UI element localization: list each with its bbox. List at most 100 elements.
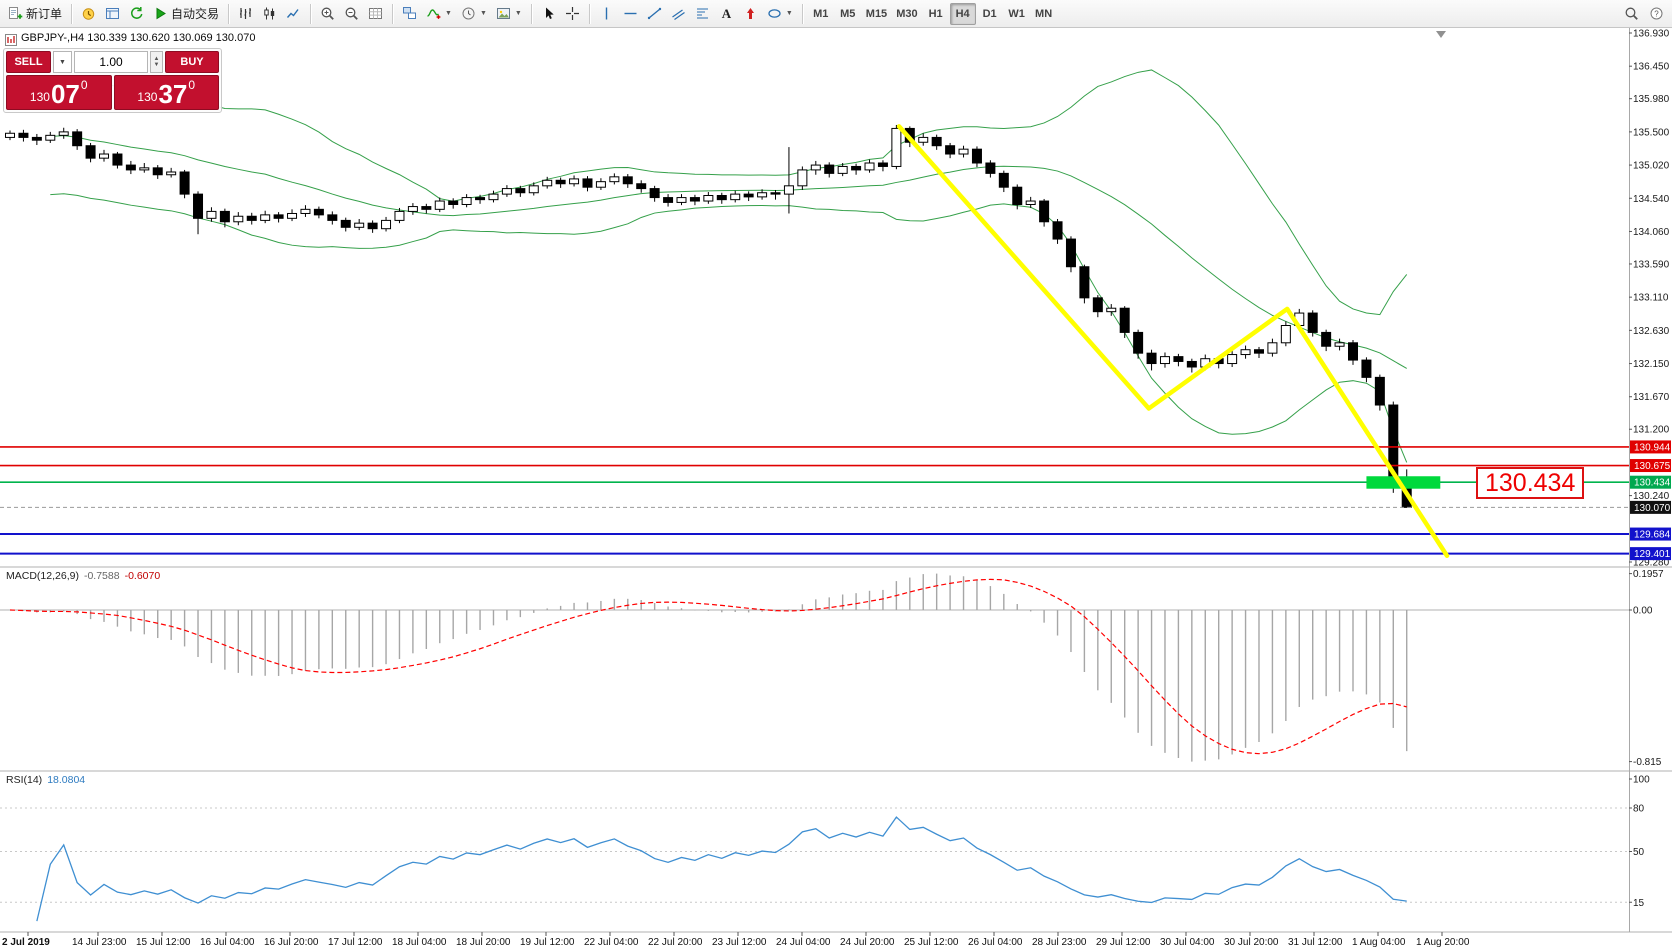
line-chart-button[interactable]	[282, 3, 305, 25]
candlestick-chart-button[interactable]	[258, 3, 281, 25]
bar-chart-button[interactable]	[234, 3, 257, 25]
price-scale[interactable]: 136.930 136.450 135.980 135.500 135.020 134.5…	[1629, 29, 1671, 569]
trend-line[interactable]	[896, 124, 1450, 559]
cursor-button[interactable]	[537, 3, 560, 25]
candle	[1012, 184, 1023, 210]
timeframe-d1-button[interactable]: D1	[977, 3, 1003, 25]
shapes-button[interactable]: ▼	[763, 3, 797, 25]
time-tick-label: 25 Jul 12:00	[904, 937, 959, 948]
timeframe-m15-button[interactable]: M15	[862, 3, 891, 25]
refresh-button[interactable]	[125, 3, 148, 25]
time-tick-label: 19 Jul 12:00	[520, 937, 575, 948]
buy-button[interactable]: BUY	[165, 51, 219, 73]
toolbar-button-label: 自动交易	[171, 7, 220, 21]
price-annotation-label[interactable]: 130.434	[1476, 467, 1585, 499]
toolbar-button-label: W1	[1008, 7, 1025, 20]
time-tick-label: 15 Jul 12:00	[136, 937, 191, 948]
text-tool-button[interactable]: A	[715, 3, 738, 25]
candle	[166, 167, 177, 178]
candle	[636, 180, 647, 193]
candle	[1025, 196, 1036, 208]
rsi-scale-label: 15	[1633, 898, 1645, 909]
grid-button[interactable]	[364, 3, 387, 25]
macd-panel: 0.1957 0.00 -0.815	[0, 569, 1664, 768]
time-axis[interactable]: 2 Jul 2019 14 Jul 23:00 15 Jul 12:00 16 Jul…	[2, 932, 1470, 948]
candle	[1240, 345, 1251, 359]
time-tick-label: 18 Jul 20:00	[456, 937, 511, 948]
time-tick-label: 24 Jul 20:00	[840, 937, 895, 948]
bollinger-lower-line	[50, 193, 1408, 463]
autotrading-button[interactable]: 自动交易	[149, 3, 223, 25]
candle	[434, 197, 445, 213]
candle	[1079, 264, 1090, 304]
rsi-scale-label: 80	[1633, 804, 1645, 815]
timeframe-m1-button[interactable]: M1	[808, 3, 834, 25]
timeframe-m30-button[interactable]: M30	[892, 3, 921, 25]
timeframe-h1-button[interactable]: H1	[923, 3, 949, 25]
dropdown-caret-icon: ▼	[445, 10, 452, 17]
volume-stepper[interactable]: ▲ ▼	[150, 51, 163, 73]
toolbar-separator	[588, 3, 590, 24]
order-type-dropdown[interactable]: ▼	[53, 51, 72, 73]
indicators-button[interactable]: ▼	[422, 3, 456, 25]
search-button[interactable]	[1620, 3, 1643, 25]
buy-price-button[interactable]: 130 37 0	[113, 75, 219, 110]
candle	[85, 142, 96, 163]
data-window-button[interactable]	[101, 3, 124, 25]
equidistant-channel-button[interactable]	[667, 3, 690, 25]
toolbar-button-label: M15	[865, 7, 888, 20]
timeframe-mn-button[interactable]: MN	[1031, 3, 1057, 25]
help-button[interactable]: ?	[1645, 3, 1668, 25]
volume-down-icon[interactable]: ▼	[153, 62, 160, 68]
sell-price-button[interactable]: 130 07 0	[6, 75, 112, 110]
toolbar-button-label: 新订单	[26, 7, 63, 21]
candle	[300, 205, 311, 217]
arrows-tool-button[interactable]	[739, 3, 762, 25]
zoom-out-button[interactable]	[340, 3, 363, 25]
new-order-button[interactable]: 新订单	[4, 3, 66, 25]
candle	[797, 166, 808, 190]
trendline-button[interactable]	[643, 3, 666, 25]
candle	[193, 191, 204, 235]
candle	[72, 129, 83, 150]
volume-input[interactable]	[75, 52, 147, 72]
time-tick-label: 22 Jul 20:00	[648, 937, 703, 948]
candle	[1253, 346, 1264, 359]
shapes-icon	[767, 6, 782, 21]
templates-button[interactable]: ▼	[492, 3, 526, 25]
sell-button[interactable]: SELL	[6, 51, 51, 73]
price-badge	[1630, 459, 1671, 473]
price-badge-label: 130.070	[1634, 503, 1671, 514]
time-tick-label: 14 Jul 23:00	[72, 937, 127, 948]
horizontal-line-button[interactable]	[619, 3, 642, 25]
dropdown-caret-icon: ▼	[514, 10, 522, 17]
toolbar-button-label: M5	[840, 7, 856, 20]
candle	[931, 134, 942, 150]
market-watch-button[interactable]	[77, 3, 100, 25]
candle	[58, 127, 69, 139]
chart-shift-marker[interactable]	[1436, 31, 1446, 38]
chart-area[interactable]: 136.930 136.450 135.980 135.500 135.020 134.5…	[0, 28, 1672, 949]
tile-windows-icon	[402, 6, 417, 21]
support-zone-rect[interactable]	[1366, 476, 1441, 489]
candle	[515, 185, 526, 197]
vertical-line-button[interactable]	[595, 3, 618, 25]
candle	[1267, 338, 1278, 357]
tile-windows-button[interactable]	[398, 3, 421, 25]
crosshair-button[interactable]	[561, 3, 584, 25]
zoom-in-button[interactable]	[316, 3, 339, 25]
dropdown-caret-icon: ▼	[479, 10, 487, 17]
timeframe-h4-button[interactable]: H4	[949, 2, 976, 25]
timeframe-w1-button[interactable]: W1	[1004, 3, 1030, 25]
periods-button[interactable]: ▼	[457, 3, 491, 25]
fibonacci-button[interactable]	[691, 3, 714, 25]
macd-scale-label: -0.815	[1633, 757, 1662, 768]
price-badge	[1630, 547, 1671, 561]
volume-up-icon[interactable]: ▲	[153, 56, 160, 62]
symbol-ohlc-info: GBPJPY-,H4 130.339 130.620 130.069 130.0…	[21, 32, 256, 44]
candle	[1065, 236, 1076, 273]
candle	[837, 163, 848, 177]
timeframe-m5-button[interactable]: M5	[835, 3, 861, 25]
time-tick-label: 16 Jul 04:00	[200, 937, 255, 948]
